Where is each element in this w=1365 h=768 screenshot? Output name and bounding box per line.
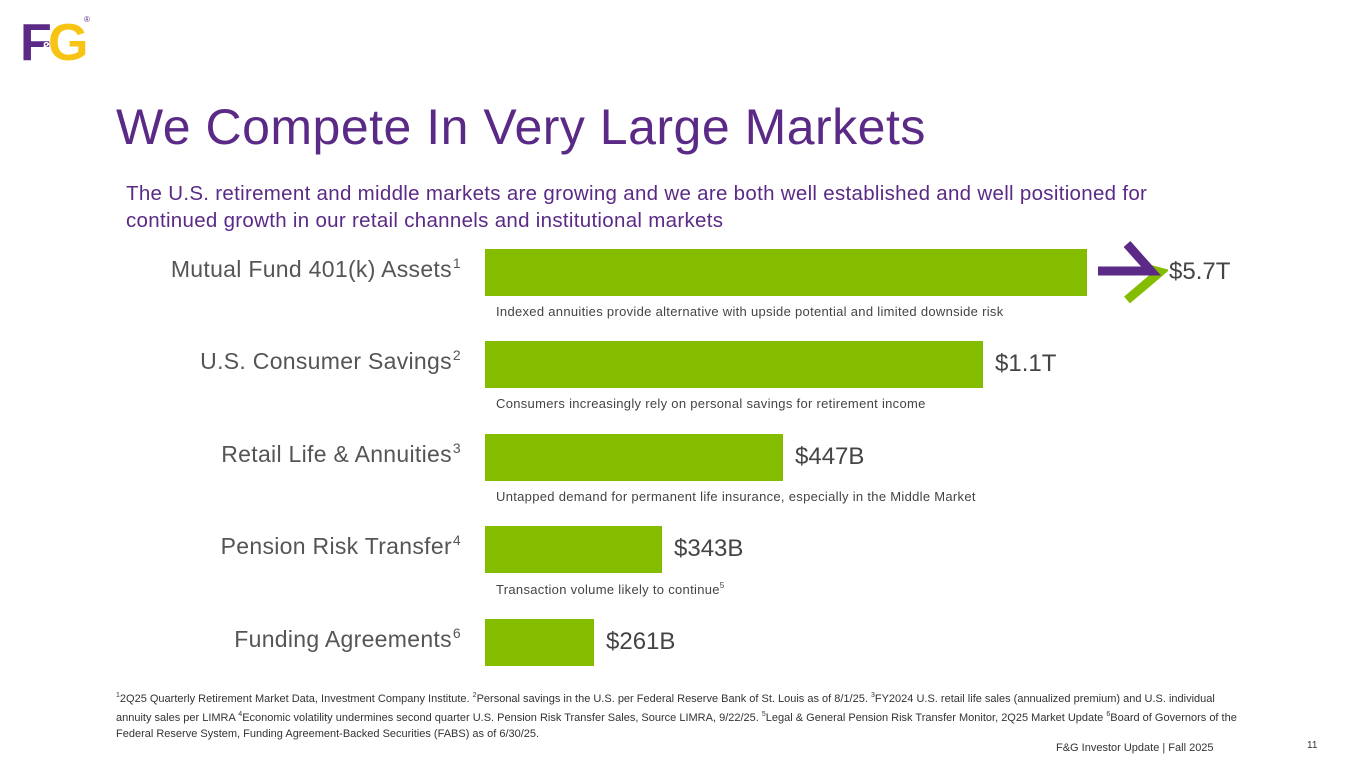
footnote-text: Economic volatility undermines second qu… — [242, 712, 762, 724]
logo-letter-g: G — [48, 14, 89, 72]
growth-arrow-icon — [1098, 241, 1168, 304]
category-label: Retail Life & Annuities3 — [221, 440, 461, 468]
footnote-text: Legal & General Pension Risk Transfer Mo… — [765, 712, 1107, 724]
bar-value-label: $343B — [674, 535, 744, 562]
footnote-number: 4 — [238, 711, 243, 718]
bar-annotation-text: Untapped demand for permanent life insur… — [496, 489, 976, 504]
category-footnote-ref: 6 — [452, 625, 461, 641]
category-label-text: U.S. Consumer Savings — [200, 348, 452, 374]
category-label: Funding Agreements6 — [234, 625, 461, 653]
category-label-text: Pension Risk Transfer — [220, 533, 452, 559]
bar — [485, 434, 783, 481]
bar — [485, 526, 662, 573]
page-subtitle: The U.S. retirement and middle markets a… — [126, 182, 1148, 232]
category-label-text: Mutual Fund 401(k) Assets — [170, 256, 452, 282]
bar-annotation: Transaction volume likely to continue5 — [496, 581, 725, 597]
bar-annotation: Consumers increasingly rely on personal … — [496, 396, 926, 411]
bar-annotation: Untapped demand for permanent life insur… — [496, 489, 976, 504]
bar — [485, 341, 983, 388]
footnote-number: 1 — [116, 692, 120, 699]
bar — [485, 619, 594, 666]
category-label: Mutual Fund 401(k) Assets1 — [171, 255, 461, 283]
logo-ampersand: & — [41, 39, 52, 56]
category-label: Pension Risk Transfer4 — [221, 532, 461, 560]
bar-annotation-text: Transaction volume likely to continue — [496, 582, 720, 597]
footnote-number: 6 — [1106, 711, 1111, 718]
footnote-number: 2 — [472, 692, 477, 699]
footnote-text: FY2024 U.S. retail life sales (annualize… — [116, 693, 1215, 724]
category-footnote-ref: 1 — [452, 255, 461, 271]
bar — [485, 249, 1087, 296]
page-number: 11 — [1307, 740, 1318, 751]
fg-logo: F G & ® — [20, 14, 90, 72]
footnote-text: Personal savings in the U.S. per Federal… — [476, 693, 871, 705]
annotation-footnote-ref: 5 — [719, 581, 725, 590]
bar-value-label: $447B — [795, 443, 865, 470]
arrow-purple-stroke — [1098, 241, 1162, 276]
footnote-number: 5 — [761, 711, 766, 718]
bar-value-label: $261B — [606, 628, 676, 655]
category-label: U.S. Consumer Savings2 — [200, 347, 461, 375]
bar-value-label: $1.1T — [995, 350, 1057, 377]
bar-annotation-text: Consumers increasingly rely on personal … — [496, 396, 926, 411]
footer-text: F&G Investor Update | Fall 2025 — [1056, 742, 1214, 754]
footnote-text: 2Q25 Quarterly Retirement Market Data, I… — [119, 693, 473, 705]
category-label-text: Funding Agreements — [234, 626, 452, 652]
logo-registered: ® — [84, 15, 90, 24]
bar-annotation: Indexed annuities provide alternative wi… — [496, 304, 1004, 319]
bar-annotation-text: Indexed annuities provide alternative wi… — [496, 304, 1004, 319]
category-footnote-ref: 2 — [452, 347, 461, 363]
bar-value-label: $5.7T — [1169, 258, 1231, 285]
page-title: We Compete In Very Large Markets — [116, 99, 926, 155]
footnotes: 12Q25 Quarterly Retirement Market Data, … — [116, 688, 1241, 742]
footnote-number: 3 — [870, 692, 875, 699]
category-footnote-ref: 4 — [452, 532, 461, 548]
category-footnote-ref: 3 — [452, 440, 461, 456]
category-label-text: Retail Life & Annuities — [221, 441, 452, 467]
logo-letter-f: F — [20, 14, 52, 72]
footnote-text: Board of Governors of the Federal Reserv… — [116, 712, 1237, 740]
